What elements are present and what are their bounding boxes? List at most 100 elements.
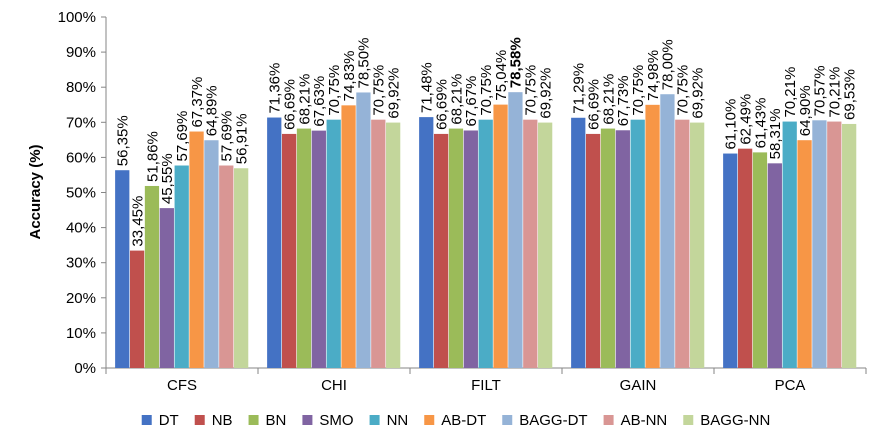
data-label: 66,69% <box>433 79 450 130</box>
legend-label: BN <box>266 412 287 429</box>
data-label: 33,45% <box>129 196 146 247</box>
bar <box>311 130 326 368</box>
data-label: 56,91% <box>233 113 250 164</box>
y-tick-label: 90% <box>66 44 96 61</box>
data-label: 68,21% <box>600 74 617 125</box>
legend-swatch <box>248 415 259 425</box>
data-label: 71,48% <box>419 62 436 113</box>
y-tick-label: 20% <box>66 290 96 307</box>
x-category-label: PCA <box>775 377 806 394</box>
data-label: 67,67% <box>463 76 480 127</box>
y-tick-label: 80% <box>66 79 96 96</box>
data-label: 56,35% <box>115 115 132 166</box>
y-tick-label: 100% <box>58 9 96 26</box>
bar <box>600 128 616 368</box>
data-label: 61,10% <box>723 99 740 150</box>
data-label: 70,75% <box>630 65 647 116</box>
legend: DT NB BN SMO NN AB-DT BAGG-DT AB-NN BAGG-NN <box>141 412 770 429</box>
bar <box>690 122 705 368</box>
data-label: 57,69% <box>174 111 191 162</box>
bar <box>159 208 174 368</box>
data-label: 70,75% <box>371 65 388 116</box>
data-label: 51,86% <box>144 131 161 182</box>
data-label: 71,36% <box>267 63 284 114</box>
bar <box>115 170 130 368</box>
data-label: 70,75% <box>326 65 343 116</box>
data-label: 78,50% <box>356 38 373 89</box>
bar <box>812 120 827 368</box>
data-label: 75,04% <box>493 50 510 101</box>
bar <box>645 104 660 368</box>
bar <box>493 104 508 369</box>
data-labels: 56,35% 71,36% 71,48% 71,29% 61,10% 33,45% 66,6… <box>115 37 859 246</box>
data-label: 64,89% <box>204 85 221 136</box>
bar <box>827 121 842 368</box>
x-category-label: CHI <box>321 377 347 394</box>
bar <box>296 128 312 368</box>
data-label: 68,21% <box>296 74 313 125</box>
bar <box>615 130 630 368</box>
legend-swatch <box>683 415 694 425</box>
bar <box>234 168 249 368</box>
y-tick-label: 0% <box>74 360 96 377</box>
bar <box>326 119 341 368</box>
bar <box>571 117 586 369</box>
legend-label: SMO <box>319 412 353 429</box>
data-label: 78,58% <box>508 37 525 88</box>
bar <box>478 119 493 368</box>
data-label: 66,69% <box>585 79 602 130</box>
data-label: 62,49% <box>737 94 754 145</box>
legend-label: BAGG-NN <box>700 412 770 429</box>
data-label: 68,21% <box>448 74 465 125</box>
bar <box>433 133 449 368</box>
data-label: 69,92% <box>537 68 554 119</box>
legend-label: NB <box>212 412 233 429</box>
data-label: 74,83% <box>341 50 358 101</box>
x-category-label: CFS <box>167 377 197 394</box>
legend-label: AB-NN <box>621 412 668 429</box>
data-label: 70,75% <box>523 65 540 116</box>
bar <box>767 163 782 368</box>
bar <box>737 148 753 368</box>
x-category-label: GAIN <box>620 377 657 394</box>
legend-swatch <box>424 415 435 425</box>
bar <box>174 165 189 368</box>
data-label: 61,43% <box>752 98 769 149</box>
bar <box>144 185 160 368</box>
axes: 0% 10% 20% 30% 40% 50% 60% 70% 80% 90% 100% CFS CHI F… <box>58 9 867 394</box>
bar <box>371 119 386 368</box>
bar <box>538 122 553 368</box>
bar <box>723 153 738 368</box>
legend-swatch <box>502 415 513 425</box>
legend-swatch <box>302 415 313 425</box>
legend-swatch <box>194 415 205 425</box>
bar <box>508 92 523 369</box>
y-tick-label: 60% <box>66 149 96 166</box>
bar <box>585 133 601 368</box>
legend-label: AB-DT <box>441 412 486 429</box>
data-label: 70,21% <box>782 67 799 118</box>
bar <box>630 119 645 368</box>
y-tick-label: 50% <box>66 185 96 202</box>
data-label: 70,21% <box>827 67 844 118</box>
bar <box>356 92 371 369</box>
legend-label: BAGG-DT <box>519 412 587 429</box>
data-label: 57,69% <box>219 111 236 162</box>
bar <box>129 250 145 368</box>
data-label: 58,31% <box>767 108 784 159</box>
y-tick-label: 10% <box>66 325 96 342</box>
bars <box>115 92 857 369</box>
y-axis-title: Accuracy (%) <box>27 144 44 239</box>
bar <box>752 152 768 368</box>
bar <box>842 123 857 368</box>
data-label: 69,92% <box>689 68 706 119</box>
data-label: 67,63% <box>311 76 328 127</box>
bar <box>463 130 478 368</box>
legend-swatch <box>141 415 152 425</box>
bar <box>448 128 464 368</box>
bar <box>419 117 434 368</box>
data-label: 70,57% <box>812 65 829 116</box>
bar <box>386 122 401 368</box>
data-label: 67,37% <box>189 77 206 128</box>
